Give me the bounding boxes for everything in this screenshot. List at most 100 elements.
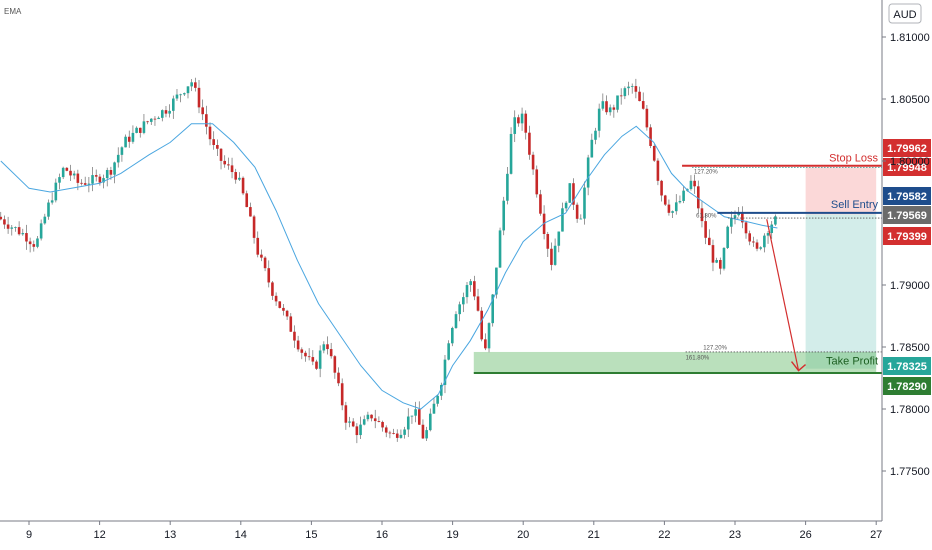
candle-body: [568, 183, 572, 203]
candle-body: [267, 268, 271, 283]
candle-body: [384, 427, 388, 433]
candle-body: [608, 107, 612, 113]
candle-body: [766, 233, 770, 236]
candle-body: [318, 350, 322, 369]
candle-body: [175, 94, 179, 99]
candle-body: [616, 95, 619, 110]
candle-body: [752, 241, 755, 243]
candle-body: [120, 147, 124, 155]
candle-body: [366, 414, 370, 420]
candle-body: [487, 323, 491, 349]
candle-body: [656, 160, 660, 181]
candle-body: [440, 384, 443, 396]
candle-body: [190, 82, 193, 87]
candle-body: [428, 413, 432, 431]
price-tag-label: 1.78325: [887, 361, 927, 373]
candle-body: [535, 169, 539, 195]
price-tag-label: 1.79582: [887, 191, 927, 203]
take-profit-support-zone: [473, 351, 877, 374]
levels-layer: Stop Loss Sell Entry Take Profit 127.20% 61.…: [473, 139, 931, 395]
candle-body: [660, 180, 663, 196]
candle-body: [58, 177, 61, 183]
candle-body: [392, 433, 395, 434]
candle-body: [502, 200, 506, 231]
candle-body: [572, 183, 575, 205]
candle-body: [597, 108, 601, 131]
candle-body: [194, 82, 197, 88]
currency-label[interactable]: AUD: [893, 9, 916, 21]
candle-body: [513, 117, 517, 134]
candle-body: [770, 224, 774, 234]
candle-body: [458, 304, 461, 315]
currency-button[interactable]: [888, 3, 922, 24]
candle-body: [146, 121, 149, 123]
x-tick-label: 23: [729, 529, 741, 541]
candle-body: [285, 310, 289, 317]
candle-body: [109, 170, 113, 175]
fib-label: 61.80%: [696, 214, 717, 220]
candle-body: [619, 95, 623, 97]
candle-body: [473, 281, 476, 297]
candle-body: [652, 145, 656, 161]
candle-body: [359, 424, 362, 436]
candle-body: [32, 244, 36, 247]
y-tick-label: 1.81000: [890, 32, 930, 44]
candle-body: [546, 233, 550, 249]
candle-body: [164, 110, 168, 114]
candle-body: [124, 136, 127, 148]
price-tag-label: 1.78290: [887, 381, 927, 393]
candle-body: [627, 86, 630, 89]
candle-body: [135, 127, 138, 133]
target-arrow-head: [790, 361, 806, 372]
candle-body: [414, 409, 417, 416]
candle-body: [197, 87, 201, 108]
candle-body: [94, 175, 98, 177]
candle-body: [693, 180, 696, 187]
candle-body: [373, 418, 377, 422]
candle-body: [72, 173, 76, 176]
candle-body: [6, 224, 10, 229]
y-tick-label: 1.77500: [890, 466, 930, 478]
candle-body: [39, 223, 43, 239]
stop-loss-label: Stop Loss: [829, 153, 878, 165]
candle-body: [87, 183, 91, 185]
candle-body: [322, 344, 326, 351]
price-tag-label: 1.79962: [887, 143, 927, 155]
candle-body: [443, 359, 447, 385]
candle-body: [649, 127, 652, 146]
candle-body: [395, 433, 399, 438]
candle-body: [300, 349, 304, 353]
candle-body: [241, 177, 245, 194]
candle-body: [278, 301, 282, 308]
candle-body: [28, 241, 32, 245]
candle-body: [715, 260, 718, 263]
candle-body: [755, 242, 759, 249]
candle-body: [741, 213, 744, 223]
candle-body: [630, 86, 634, 87]
ema-line: [0, 123, 778, 410]
candle-body: [462, 297, 465, 305]
x-tick-label: 19: [446, 529, 458, 541]
y-tick-label: 1.80500: [890, 94, 930, 106]
candle-body: [634, 86, 638, 92]
candle-body: [601, 101, 605, 109]
x-tick-label: 20: [517, 529, 529, 541]
candle-body: [234, 172, 238, 180]
candle-body: [403, 429, 406, 435]
candle-body: [432, 403, 436, 414]
price-tag: [883, 357, 931, 375]
x-tick-label: 16: [376, 529, 388, 541]
y-tick-label: 1.80000: [890, 156, 930, 168]
candle-body: [245, 193, 249, 208]
candle-body: [711, 245, 715, 263]
candle-body: [329, 349, 333, 357]
candle-body: [36, 238, 39, 247]
candle-body: [469, 281, 472, 286]
price-tag: [883, 227, 931, 245]
x-tick-label: 15: [305, 529, 317, 541]
candle-body: [700, 208, 704, 222]
candle-body: [183, 93, 186, 95]
candle-body: [737, 213, 740, 216]
take-profit-label: Take Profit: [826, 356, 878, 368]
